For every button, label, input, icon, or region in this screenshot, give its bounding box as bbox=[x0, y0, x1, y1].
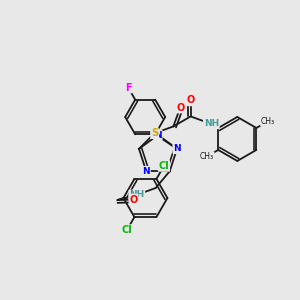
Text: NH: NH bbox=[204, 119, 219, 128]
Text: CH₃: CH₃ bbox=[261, 117, 275, 126]
Text: NH: NH bbox=[129, 190, 144, 200]
Text: O: O bbox=[187, 95, 195, 105]
Text: F: F bbox=[125, 82, 131, 93]
Text: Cl: Cl bbox=[122, 225, 132, 235]
Text: N: N bbox=[142, 167, 150, 176]
Text: S: S bbox=[151, 128, 158, 138]
Text: CH₃: CH₃ bbox=[200, 152, 214, 161]
Text: O: O bbox=[176, 103, 184, 112]
Text: N: N bbox=[173, 144, 181, 153]
Text: N: N bbox=[154, 130, 162, 140]
Text: Cl: Cl bbox=[159, 161, 169, 171]
Text: O: O bbox=[129, 194, 138, 205]
